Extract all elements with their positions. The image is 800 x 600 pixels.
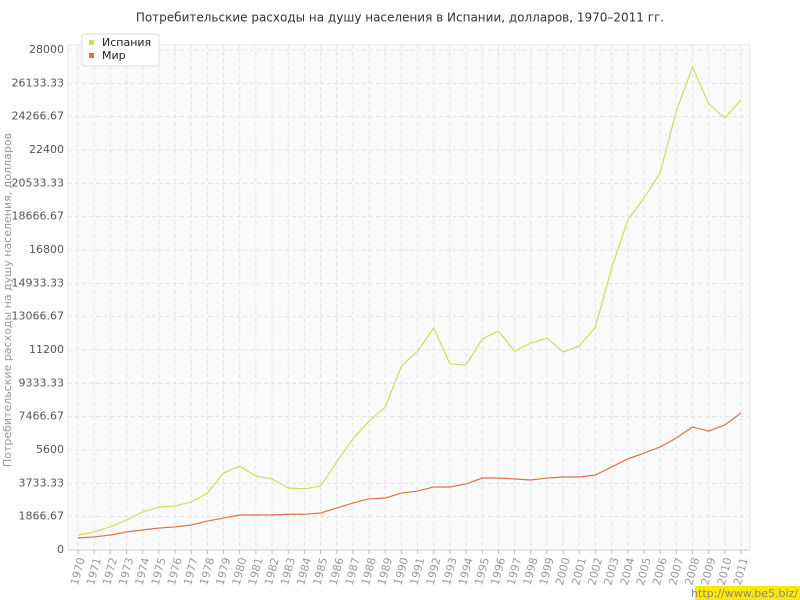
y-tick-label: 13066.67: [12, 310, 65, 323]
series-line: [77, 412, 742, 539]
y-tick-label: 0: [57, 543, 64, 556]
legend-box: [81, 33, 160, 67]
y-tick-label: 16800: [29, 243, 64, 256]
y-tick-label: 22400: [29, 143, 64, 156]
legend-label: Мир: [102, 49, 126, 62]
y-tick-label: 20533.33: [12, 176, 65, 189]
y-tick-label: 24266.67: [12, 110, 65, 123]
legend-swatch: [89, 53, 94, 58]
legend-swatch: [89, 40, 94, 45]
y-tick-label: 3733.33: [19, 476, 65, 489]
series-line: [77, 65, 742, 536]
legend-label: Испания: [102, 36, 151, 49]
watermark: http://www.be5.biz/: [691, 587, 798, 600]
y-tick-label: 9333.33: [19, 376, 65, 389]
y-tick-label: 5600: [36, 443, 64, 456]
y-axis-label: Потребительские расходы на душу населени…: [1, 133, 14, 467]
y-tick-label: 18666.67: [12, 210, 65, 223]
lines: [77, 65, 742, 539]
watermark-bg: [695, 586, 800, 600]
y-tick-label: 1866.67: [19, 510, 65, 523]
y-tick-label: 7466.67: [19, 410, 65, 423]
y-tick-label: 26133.33: [12, 76, 65, 89]
chart-title: Потребительские расходы на душу населени…: [136, 11, 664, 25]
y-tick-label: 28000: [29, 43, 64, 56]
y-tick-label: 14933.33: [12, 276, 65, 289]
plot-area: [67, 44, 751, 551]
y-tick-label: 11200: [29, 343, 64, 356]
